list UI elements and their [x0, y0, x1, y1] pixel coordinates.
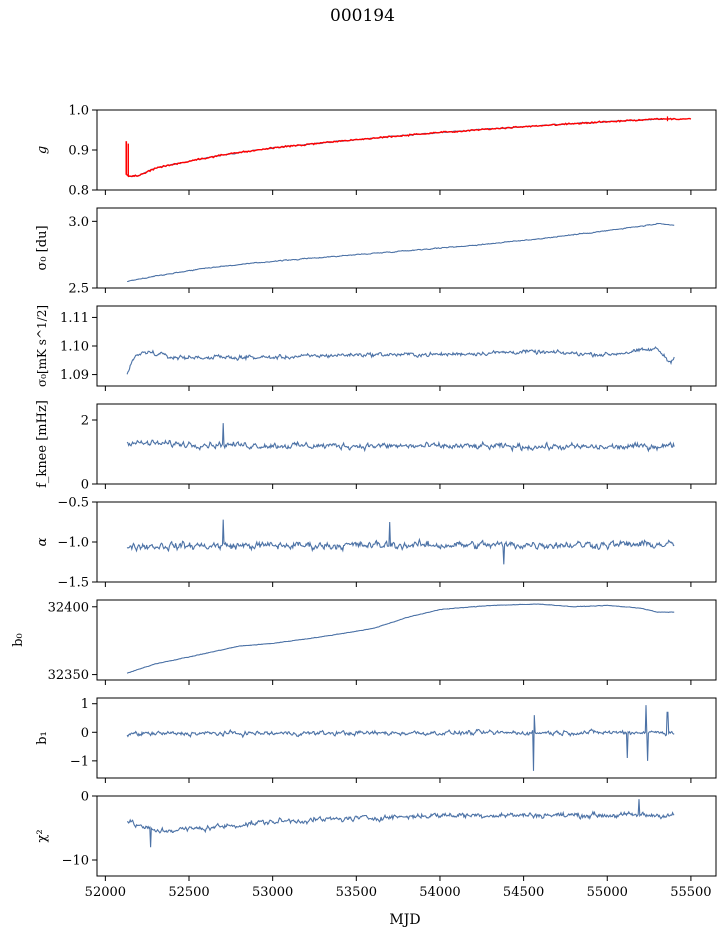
y-tick-label: 0 — [81, 478, 89, 493]
series-line-panel-1 — [126, 118, 675, 178]
x-tick-label: 53500 — [336, 885, 377, 900]
panel-2: 2.5 3.0 σ₀ [du] — [35, 207, 717, 297]
overlay-line — [126, 117, 692, 178]
y-axis-label-panel-8: χ² — [35, 829, 50, 842]
y-axis-label-panel-1: g — [35, 146, 50, 154]
panel-8: −10 0 52000 52500 53000 53500 54000 54500 55000 5… — [35, 790, 717, 900]
series-line-panel-8 — [127, 799, 675, 848]
y-axis-label-panel-6: b₀ — [11, 633, 26, 647]
panel-5: −1.5 −1.0 −0.5 α — [35, 496, 717, 591]
y-tick-label: −1.0 — [57, 536, 89, 551]
axes-frame-panel-4 — [96, 403, 717, 485]
axes-frame-panel-2 — [96, 207, 717, 289]
y-tick-label: 1.11 — [60, 311, 89, 326]
x-tick-label: 55500 — [670, 885, 711, 900]
axes-frame-panel-1 — [96, 109, 717, 191]
x-tick-label: 54500 — [503, 885, 544, 900]
series-line-panel-2 — [127, 222, 675, 283]
y-tick-label: 0 — [81, 790, 89, 805]
axes-frame-panel-7 — [96, 697, 717, 779]
y-tick-label: 0 — [81, 726, 89, 741]
y-tick-label: 1 — [81, 697, 89, 712]
series-line-panel-7 — [126, 705, 675, 771]
y-tick-label: 2 — [81, 414, 89, 429]
x-tick-label: 52500 — [168, 885, 209, 900]
y-tick-label: 1.0 — [68, 104, 89, 119]
y-tick-label: 0.9 — [68, 144, 89, 159]
axes-frame-panel-6 — [96, 599, 717, 681]
y-axis-label-panel-2: σ₀ [du] — [35, 225, 50, 270]
y-tick-label: 2.5 — [68, 282, 89, 297]
y-tick-label: 0.8 — [68, 184, 89, 199]
x-tick-label: 52000 — [85, 885, 126, 900]
panel-7: −1 0 1 b₁ — [35, 697, 717, 783]
x-tick-label: 53000 — [252, 885, 293, 900]
series-line-panel-5 — [126, 519, 675, 565]
y-tick-label: −0.5 — [57, 496, 89, 511]
y-tick-label: 32350 — [48, 668, 89, 683]
y-tick-label: 1.10 — [60, 340, 89, 355]
y-axis-label-panel-7: b₁ — [35, 731, 50, 745]
y-tick-label: −10 — [62, 854, 89, 869]
panel-6: 32350 32400 b₀ — [11, 599, 717, 685]
x-axis-label: MJD — [389, 912, 420, 928]
y-tick-label: −1 — [70, 754, 89, 769]
panel-1: 0.8 0.9 1.0 g — [35, 104, 717, 199]
y-tick-label: 3.0 — [68, 215, 89, 230]
y-axis-label-panel-3: σ₀[mK s^1/2] — [35, 305, 49, 387]
y-tick-label: 1.09 — [60, 368, 89, 383]
series-line-panel-4 — [126, 423, 675, 453]
figure-title: 000194 — [330, 6, 395, 26]
y-tick-label: −1.5 — [57, 576, 89, 591]
panel-4: 0 2 f_knee [mHz] — [35, 400, 717, 493]
axes-frame-panel-3 — [96, 305, 717, 387]
series-line-panel-6 — [126, 603, 675, 674]
panel-3: 1.09 1.10 1.11 σ₀[mK s^1/2] — [35, 305, 717, 391]
series-line-panel-3 — [126, 346, 675, 375]
y-axis-label-panel-4: f_knee [mHz] — [35, 400, 50, 488]
axes-frame-panel-8 — [96, 795, 717, 877]
y-tick-label: 32400 — [48, 600, 89, 615]
x-tick-label: 54000 — [419, 885, 460, 900]
y-axis-label-panel-5: α — [35, 537, 50, 546]
x-tick-label: 55000 — [587, 885, 628, 900]
